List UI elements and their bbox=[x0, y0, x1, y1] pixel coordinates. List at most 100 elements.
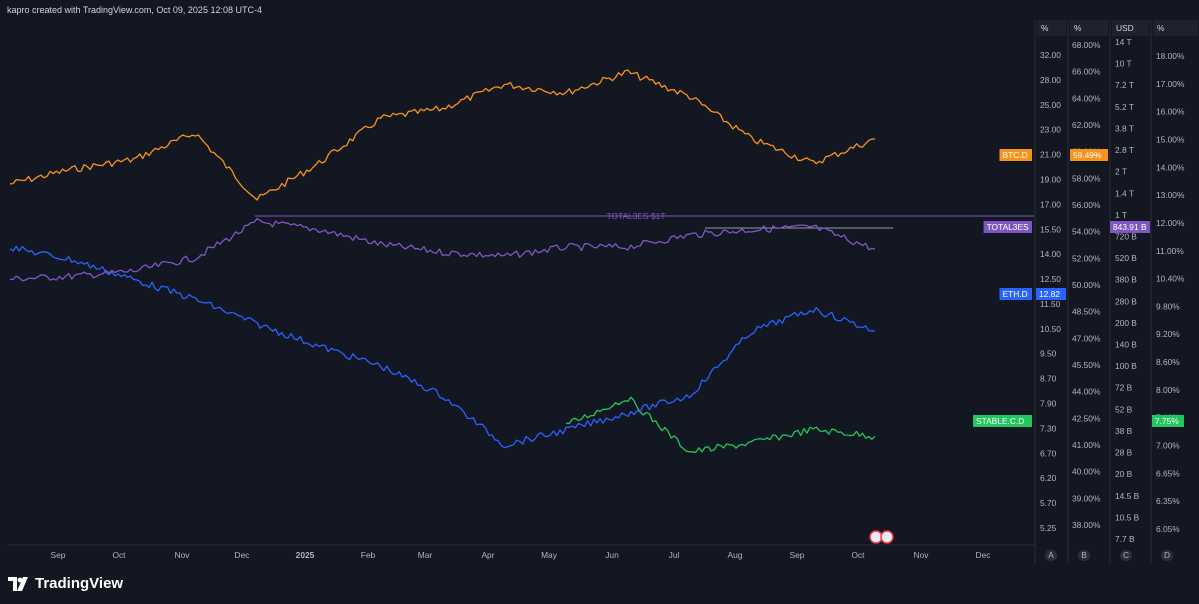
flag-icons[interactable] bbox=[869, 530, 894, 544]
axis-tick-label: 66.00% bbox=[1072, 67, 1101, 77]
time-tick-label: Nov bbox=[175, 550, 191, 560]
axis-tick-label: 8.60% bbox=[1156, 357, 1180, 367]
total3es-value-label: 843.91 B bbox=[1113, 222, 1147, 232]
axis-b-footer-label: B bbox=[1081, 550, 1087, 560]
axis-b-header[interactable] bbox=[1070, 20, 1108, 36]
axis-tick-label: 48.50% bbox=[1072, 307, 1101, 317]
axis-tick-label: 50.00% bbox=[1072, 280, 1101, 290]
axis-tick-label: 19.00 bbox=[1040, 174, 1061, 184]
axis-tick-label: 15.50 bbox=[1040, 224, 1061, 234]
time-tick-label: Oct bbox=[851, 550, 865, 560]
axis-tick-label: 25.00 bbox=[1040, 100, 1061, 110]
axis-tick-label: 7.90 bbox=[1040, 399, 1057, 409]
axis-tick-label: 16.00% bbox=[1156, 107, 1185, 117]
btc-d-series-line[interactable] bbox=[9, 69, 876, 201]
axis-tick-label: 28.00 bbox=[1040, 75, 1061, 85]
axis-tick-label: 52 B bbox=[1115, 404, 1133, 414]
axis-tick-label: 54.00% bbox=[1072, 227, 1101, 237]
eth-d-series-line[interactable] bbox=[9, 245, 876, 449]
axis-d-unit: % bbox=[1157, 23, 1165, 33]
time-tick-label: Jun bbox=[605, 550, 619, 560]
axis-tick-label: 280 B bbox=[1115, 296, 1137, 306]
axis-c-footer[interactable] bbox=[1120, 550, 1132, 561]
time-tick-label: Sep bbox=[790, 550, 805, 560]
axis-tick-label: 14.00% bbox=[1156, 162, 1185, 172]
axis-tick-label: 10.5 B bbox=[1115, 512, 1140, 522]
axis-tick-label: 12.50 bbox=[1040, 274, 1061, 284]
btc-d-value-tag[interactable] bbox=[1070, 149, 1108, 161]
eth-d-tag[interactable] bbox=[999, 288, 1033, 300]
time-tick-label: Feb bbox=[361, 550, 376, 560]
axis-tick-label: 18.00% bbox=[1156, 51, 1185, 61]
axis-d-footer[interactable] bbox=[1161, 550, 1173, 561]
total3es-value-tag[interactable] bbox=[1110, 221, 1150, 233]
axis-tick-label: 28 B bbox=[1115, 448, 1133, 458]
axis-tick-label: 17.00 bbox=[1040, 199, 1061, 209]
axis-tick-label: 32.00 bbox=[1040, 50, 1061, 60]
axis-tick-label: 40.00% bbox=[1072, 467, 1101, 477]
brand-name: TradingView bbox=[35, 575, 124, 592]
axis-tick-label: 7.2 T bbox=[1115, 80, 1134, 90]
axis-tick-label: 9.50 bbox=[1040, 349, 1057, 359]
axis-tick-label: 1 T bbox=[1115, 210, 1127, 220]
axis-tick-label: 12.00% bbox=[1156, 218, 1185, 228]
axis-tick-label: 38.00% bbox=[1072, 520, 1101, 530]
stable-c-d-tag-label: STABLE.C.D bbox=[976, 416, 1024, 426]
time-tick-label: 2025 bbox=[296, 550, 315, 560]
axis-tick-label: 14.00 bbox=[1040, 249, 1061, 259]
time-tick-label: Sep bbox=[51, 550, 66, 560]
axis-tick-label: 56.00% bbox=[1072, 200, 1101, 210]
stable-c-d-tag[interactable] bbox=[973, 415, 1032, 427]
axis-tick-label: 44.00% bbox=[1072, 387, 1101, 397]
axis-tick-label: 10.40% bbox=[1156, 274, 1185, 284]
axis-tick-label: 7.00% bbox=[1156, 441, 1180, 451]
axis-a-unit: % bbox=[1041, 23, 1049, 33]
stable-c-d-series-line[interactable] bbox=[566, 396, 876, 453]
time-tick-label: Dec bbox=[235, 550, 250, 560]
total3es-series-line[interactable] bbox=[9, 217, 876, 282]
axis-tick-label: 52.00% bbox=[1072, 253, 1101, 263]
axis-c-header[interactable] bbox=[1112, 20, 1149, 36]
axis-tick-label: 7.7 B bbox=[1115, 534, 1135, 544]
axis-tick-label: 2 T bbox=[1115, 167, 1127, 177]
chart-pane[interactable] bbox=[7, 20, 1034, 564]
axis-tick-label: 1.4 T bbox=[1115, 188, 1134, 198]
axis-tick-label: 13.00% bbox=[1156, 190, 1185, 200]
axis-tick-label: 21.00 bbox=[1040, 150, 1061, 160]
axis-c-unit: USD bbox=[1116, 23, 1134, 33]
axis-tick-label: 3.8 T bbox=[1115, 123, 1134, 133]
axis-tick-label: 23.00 bbox=[1040, 125, 1061, 135]
axis-tick-label: 9.20% bbox=[1156, 329, 1180, 339]
axis-tick-label: 140 B bbox=[1115, 340, 1137, 350]
axis-tick-label: 58.00% bbox=[1072, 173, 1101, 183]
axis-tick-label: 9.80% bbox=[1156, 301, 1180, 311]
stable-c-d-value-tag[interactable] bbox=[1152, 415, 1184, 427]
axis-d-header[interactable] bbox=[1153, 20, 1198, 36]
axis-tick-label: 11.50 bbox=[1040, 299, 1061, 309]
eth-d-value-tag[interactable] bbox=[1036, 288, 1066, 300]
time-tick-label: Oct bbox=[112, 550, 126, 560]
time-tick-label: Mar bbox=[418, 550, 433, 560]
tradingview-logo[interactable]: TradingView bbox=[8, 575, 123, 592]
axis-a-footer[interactable] bbox=[1045, 550, 1057, 561]
btc-d-tag[interactable] bbox=[999, 149, 1033, 161]
axis-tick-label: 62.00% bbox=[1072, 120, 1101, 130]
axis-tick-label: 720 B bbox=[1115, 231, 1137, 241]
total3es-tag[interactable] bbox=[983, 221, 1032, 233]
us-flag-icon[interactable] bbox=[880, 530, 894, 544]
axis-tick-label: 200 B bbox=[1115, 318, 1137, 328]
axis-a-header[interactable] bbox=[1037, 20, 1066, 36]
axis-tick-label: 6.35% bbox=[1156, 496, 1180, 506]
axis-tick-label: 14 T bbox=[1115, 37, 1132, 47]
axis-tick-label: 42.50% bbox=[1072, 413, 1101, 423]
axis-tick-label: 5.25 bbox=[1040, 523, 1057, 533]
axis-tick-label: 11.00% bbox=[1156, 246, 1184, 256]
axis-tick-label: 20 B bbox=[1115, 469, 1133, 479]
axis-tick-label: 10 T bbox=[1115, 59, 1132, 69]
tradingview-icon bbox=[8, 576, 28, 591]
us-flag-icon[interactable] bbox=[869, 530, 883, 544]
axis-tick-label: 45.50% bbox=[1072, 360, 1101, 370]
axis-b-footer[interactable] bbox=[1078, 550, 1090, 561]
axis-tick-label: 100 B bbox=[1115, 361, 1137, 371]
